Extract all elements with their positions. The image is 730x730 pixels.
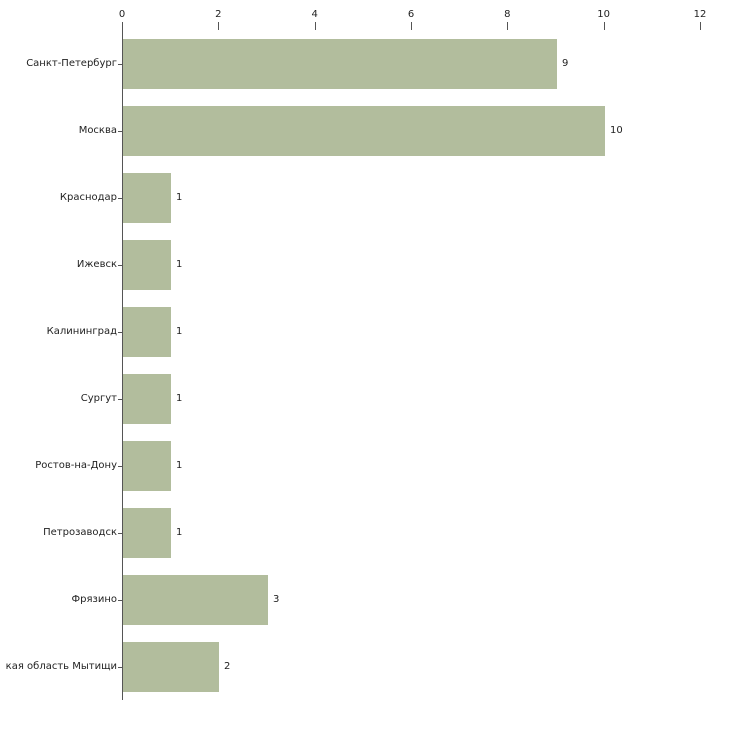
category-label: Фрязино: [71, 593, 117, 605]
bar: [123, 574, 268, 625]
category-label: Ростов-на-Дону: [35, 459, 117, 471]
x-tick-mark: [218, 22, 220, 30]
bar-value-label: 1: [176, 191, 183, 203]
bar-value-label: 1: [176, 392, 183, 404]
y-tick-mark: [118, 264, 122, 266]
bar: [123, 373, 171, 424]
bar: [123, 172, 171, 223]
category-label: Краснодар: [59, 191, 117, 203]
bar: [123, 38, 557, 89]
bar-value-label: 1: [176, 258, 183, 270]
category-label: Москва: [78, 124, 117, 136]
y-tick-mark: [118, 532, 122, 534]
x-tick-label: 2: [215, 9, 222, 20]
x-tick-label: 4: [311, 9, 318, 20]
category-label: кая область Мытищи: [5, 660, 117, 672]
bar-value-label: 3: [273, 593, 280, 605]
bar-value-label: 9: [562, 57, 569, 69]
category-label: Петрозаводск: [43, 526, 117, 538]
y-tick-mark: [118, 197, 122, 199]
x-tick-mark: [603, 22, 605, 30]
y-axis-line: [122, 22, 123, 700]
y-tick-mark: [118, 63, 122, 65]
bar: [123, 239, 171, 290]
x-tick-mark: [314, 22, 316, 30]
bar-value-label: 10: [610, 124, 623, 136]
category-label: Ижевск: [76, 258, 117, 270]
bar: [123, 641, 219, 692]
bar: [123, 440, 171, 491]
bar: [123, 306, 171, 357]
bar-value-label: 2: [224, 660, 231, 672]
x-tick-mark: [507, 22, 509, 30]
x-tick-label: 10: [597, 9, 611, 20]
x-tick-mark: [411, 22, 412, 30]
bar-value-label: 1: [176, 526, 183, 538]
bar: [123, 507, 171, 558]
x-tick-label: 12: [693, 9, 707, 20]
y-tick-mark: [118, 599, 122, 601]
bar-value-label: 1: [176, 459, 183, 471]
x-tick-label: 0: [118, 9, 126, 20]
x-tick-label: 6: [407, 9, 415, 20]
bar: [123, 105, 605, 156]
category-label: Калининград: [46, 325, 117, 337]
y-tick-mark: [118, 666, 122, 668]
x-tick-label: 8: [504, 9, 511, 20]
x-tick-mark: [700, 22, 701, 30]
x-tick-mark: [122, 22, 123, 30]
y-tick-mark: [118, 331, 122, 333]
bar-value-label: 1: [176, 325, 183, 337]
y-tick-mark: [118, 398, 122, 400]
y-tick-mark: [118, 465, 122, 467]
category-label: Сургут: [80, 392, 117, 404]
y-tick-mark: [118, 130, 122, 132]
category-label: Санкт-Петербург: [26, 57, 117, 69]
